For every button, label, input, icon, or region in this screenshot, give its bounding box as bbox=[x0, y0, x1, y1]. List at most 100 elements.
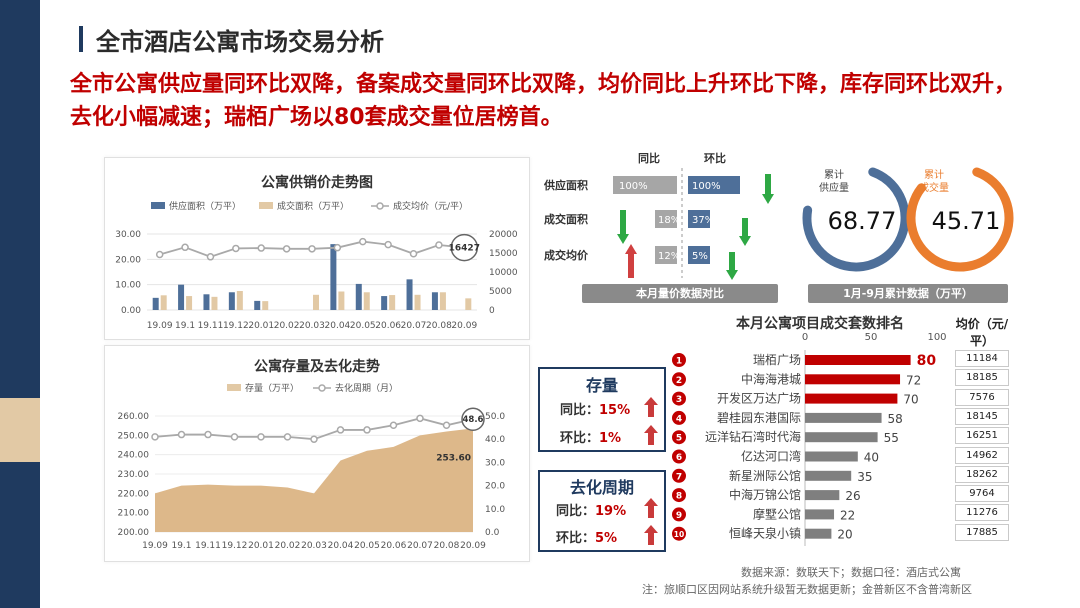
cumulative-ribbon: 1月-9月累计数据（万平） bbox=[808, 284, 1008, 303]
rank-value: 55 bbox=[884, 431, 899, 445]
footnote: 注：旅顺口区因网站系统升级暂无数据更新；金普新区不含普湾新区 bbox=[642, 583, 972, 596]
comparison-ribbon: 本月量价数据对比 bbox=[582, 284, 778, 303]
y2-tick-label: 20000 bbox=[489, 230, 518, 240]
left-decor-accent bbox=[0, 398, 40, 462]
x-tick-label: 0 bbox=[802, 332, 808, 343]
x-tick-label: 100 bbox=[927, 332, 946, 343]
x-tick-label: 20.02 bbox=[274, 321, 300, 331]
legend-label: 成交面积（万平） bbox=[277, 200, 349, 212]
stock-mom: 环比：1% bbox=[560, 427, 621, 446]
y2-tick-label: 20.0 bbox=[485, 482, 505, 492]
yoy-up-arrow-icon bbox=[625, 244, 637, 278]
mom-down-arrow-icon bbox=[762, 174, 774, 204]
supply-bar bbox=[431, 292, 438, 310]
stock-cycle-chart: 存量（万平） 去化周期（月） 200.00 210.00 220.00 230.00 240… bbox=[118, 382, 506, 551]
rank-project-name: 碧桂园东港国际 bbox=[717, 410, 801, 425]
legend-swatch bbox=[318, 384, 326, 392]
rank-badge-number: 2 bbox=[676, 376, 682, 386]
x-tick-label: 19.11 bbox=[195, 541, 221, 551]
stock-cycle-panel: 公寓存量及去化走势 存量（万平） 去化周期（月） 200.00 210.00 220.0… bbox=[104, 345, 530, 562]
cycle-point bbox=[204, 430, 212, 439]
rank-project-name: 瑞栢广场 bbox=[753, 353, 801, 367]
donut-value: 68.77 bbox=[828, 207, 897, 235]
legend-label: 成交均价（元/平） bbox=[393, 200, 468, 212]
sales-bar bbox=[186, 296, 193, 310]
y-tick-label: 0.00 bbox=[121, 306, 141, 316]
rank-badge bbox=[672, 410, 686, 425]
price-point bbox=[409, 250, 418, 258]
yoy-bar bbox=[655, 246, 677, 264]
price-cell: 18145 bbox=[955, 407, 1009, 425]
price-point bbox=[384, 240, 392, 249]
rank-value: 72 bbox=[906, 373, 921, 387]
rank-bar bbox=[805, 528, 832, 539]
x-tick-label: 20.04 bbox=[325, 321, 351, 331]
mom-value: 5% bbox=[692, 251, 708, 262]
cmp-row-label: 供应面积 bbox=[543, 178, 588, 192]
yoy-bar bbox=[613, 176, 677, 194]
rank-badge bbox=[672, 507, 686, 522]
cmp-head-mom: 环比 bbox=[704, 152, 726, 165]
ranking-chart: 0 50 100 1 瑞栢广场 80 2 中海海港城 72 3 开发区万达广场 70 4 碧桂园东港国际 5… bbox=[672, 332, 947, 546]
cycle-point bbox=[442, 421, 451, 430]
ranking-title: 本月公寓项目成交套数排名 bbox=[736, 316, 904, 332]
sales-bar bbox=[236, 291, 243, 310]
headline: 全市公寓供应量同环比双降，备案成交量同环比双降，均价同比上升环比下降，库存同环比… bbox=[70, 72, 1017, 130]
legend-label: 去化周期（月） bbox=[335, 382, 398, 394]
stock-kpi-title: 存量 bbox=[585, 376, 618, 395]
x-tick-label: 20.01 bbox=[248, 321, 274, 331]
price-header: 均价（元/平） bbox=[955, 317, 1009, 348]
price-cell: 18262 bbox=[955, 465, 1009, 483]
legend-label: 存量（万平） bbox=[245, 382, 299, 394]
rank-project-name: 中海海港城 bbox=[741, 371, 801, 386]
x-tick-label: 20.03 bbox=[301, 541, 327, 551]
data-source-note: 数据来源：数联天下；数据口径：酒店式公寓 bbox=[741, 566, 961, 579]
sales-bar bbox=[389, 295, 396, 310]
rank-badge bbox=[672, 353, 686, 367]
donut-label-line1: 累计 bbox=[924, 168, 944, 181]
supply-bar bbox=[355, 283, 362, 310]
cycle-annotation: 48.6 bbox=[463, 415, 484, 425]
legend-swatch bbox=[151, 202, 165, 209]
yoy-down-arrow-icon bbox=[617, 210, 629, 244]
y2-tick-label: 10.0 bbox=[485, 505, 505, 515]
price-point bbox=[435, 241, 443, 249]
mom-bar bbox=[688, 176, 740, 194]
stock-yoy-label: 同比： bbox=[560, 403, 600, 418]
price-point bbox=[257, 244, 265, 252]
price-cell: 11276 bbox=[955, 504, 1009, 522]
rank-badge-number: 8 bbox=[676, 492, 682, 502]
left-decor-bar bbox=[0, 0, 40, 608]
rank-bar bbox=[805, 393, 898, 404]
x-tick-label: 19.12 bbox=[223, 321, 249, 331]
sales-bar bbox=[439, 292, 446, 310]
sales-bar bbox=[262, 301, 269, 310]
stock-mom-label: 环比： bbox=[560, 431, 600, 446]
x-tick-label: 20.05 bbox=[350, 321, 376, 331]
y2-tick-label: 50.0 bbox=[485, 412, 505, 422]
rank-badge bbox=[672, 488, 686, 503]
yoy-bar bbox=[655, 210, 677, 228]
rank-value: 80 bbox=[917, 353, 937, 369]
x-tick-label: 20.02 bbox=[275, 541, 301, 551]
y-tick-label: 30.00 bbox=[115, 230, 141, 240]
price-point bbox=[232, 244, 240, 253]
stock-kpi-box: 存量 同比：15% 环比：1% bbox=[538, 367, 666, 452]
cycle-mom-value: 5% bbox=[595, 531, 618, 546]
y2-tick-label: 5000 bbox=[489, 287, 512, 297]
comparison-chart: 供应面积 100% 100% 成交面积 18% 37% 成交均价 12% 5% bbox=[543, 168, 774, 280]
yoy-value: 100% bbox=[619, 181, 648, 192]
rank-value: 40 bbox=[864, 451, 879, 465]
sales-bar bbox=[211, 296, 218, 310]
rank-project-name: 中海万锦公馆 bbox=[729, 487, 801, 502]
sales-bar bbox=[414, 294, 421, 310]
x-tick-label: 20.05 bbox=[354, 541, 380, 551]
cmp-row-label: 成交均价 bbox=[544, 248, 589, 262]
rank-value: 35 bbox=[857, 470, 872, 484]
y2-tick-label: 15000 bbox=[489, 249, 518, 259]
rank-badge-number: 5 bbox=[676, 434, 682, 444]
x-tick-label: 20.01 bbox=[248, 541, 274, 551]
cycle-kpi-box: 去化周期 同比：19% 环比：5% bbox=[538, 470, 666, 552]
supply-bar bbox=[406, 279, 413, 310]
